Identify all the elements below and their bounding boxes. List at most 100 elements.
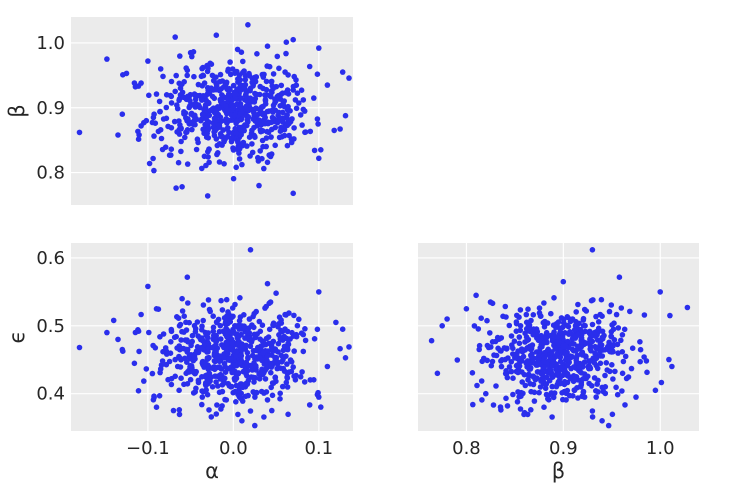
scatter-point xyxy=(300,97,307,103)
scatter-point xyxy=(236,156,243,162)
scatter-point xyxy=(277,396,283,402)
scatter-point xyxy=(564,314,571,321)
scatter-point xyxy=(184,369,191,375)
scatter-point xyxy=(658,379,665,386)
scatter-point xyxy=(296,316,302,323)
scatter-point xyxy=(232,125,238,132)
scatter-point xyxy=(261,414,267,420)
scatter-point xyxy=(212,128,218,134)
scatter-point xyxy=(560,278,567,285)
scatter-point xyxy=(278,352,285,359)
scatter-point xyxy=(569,316,576,322)
scatter-point xyxy=(257,127,264,133)
scatter-point xyxy=(279,383,286,390)
scatter-point xyxy=(552,345,559,352)
scatter-point xyxy=(235,138,241,145)
scatter-point xyxy=(598,296,605,303)
scatter-point xyxy=(595,319,602,325)
scatter-point xyxy=(219,403,225,409)
scatter-point xyxy=(281,98,288,104)
scatter-point xyxy=(291,348,298,354)
scatter-point xyxy=(599,313,605,320)
scatter-point xyxy=(261,112,267,119)
scatter-point xyxy=(227,59,233,65)
scatter-point xyxy=(277,390,284,397)
scatter-point xyxy=(119,111,126,117)
scatter-point xyxy=(297,112,304,118)
scatter-point xyxy=(123,70,130,77)
scatter-point xyxy=(508,359,515,365)
scatter-point xyxy=(540,340,547,347)
scatter-point xyxy=(135,388,142,394)
scatter-point xyxy=(487,330,493,336)
scatter-point xyxy=(570,348,577,354)
scatter-point xyxy=(314,71,321,77)
scatter-point xyxy=(314,116,321,122)
scatter-point xyxy=(145,58,151,64)
scatter-point xyxy=(249,337,255,343)
scatter-point xyxy=(237,359,243,366)
scatter-point xyxy=(199,65,205,72)
scatter-point xyxy=(205,65,211,72)
scatter-point xyxy=(541,300,547,306)
scatter-point xyxy=(235,370,242,376)
scatter-point xyxy=(178,148,184,155)
scatter-point xyxy=(212,358,218,365)
scatter-point xyxy=(280,347,287,354)
scatter-point xyxy=(269,114,276,121)
scatter-point xyxy=(275,324,281,330)
scatter-point xyxy=(571,364,577,370)
scatter-point xyxy=(439,323,446,329)
x-tick-label: 0.8 xyxy=(452,438,481,459)
scatter-point xyxy=(259,322,266,329)
scatter-point xyxy=(253,390,260,396)
scatter-point xyxy=(217,78,223,85)
scatter-point xyxy=(233,399,239,405)
scatter-point xyxy=(241,323,247,330)
scatter-point xyxy=(557,354,564,361)
scatter-point xyxy=(516,334,523,340)
scatter-point xyxy=(454,357,461,363)
scatter-point xyxy=(593,394,599,400)
scatter-point xyxy=(176,97,182,104)
scatter-point xyxy=(138,80,144,86)
scatter-point xyxy=(298,330,305,337)
scatter-point xyxy=(264,397,271,403)
scatter-point xyxy=(203,162,209,169)
scatter-point xyxy=(229,314,235,321)
scatter-point xyxy=(550,359,557,365)
scatter-point xyxy=(337,345,343,352)
scatter-point xyxy=(160,348,166,355)
scatter-point xyxy=(288,368,295,375)
scatter-point xyxy=(475,326,482,332)
scatter-point xyxy=(246,316,253,322)
scatter-point xyxy=(546,397,552,403)
scatter-point xyxy=(527,328,533,335)
scatter-point xyxy=(210,328,217,335)
scatter-point xyxy=(191,117,198,123)
scatter-point xyxy=(489,300,496,307)
scatter-point xyxy=(206,370,213,377)
scatter-point xyxy=(221,355,227,361)
scatter-point xyxy=(197,104,203,111)
scatter-point xyxy=(541,404,547,411)
scatter-point xyxy=(587,338,594,345)
scatter-point xyxy=(572,377,578,383)
scatter-point xyxy=(178,375,184,382)
scatter-point xyxy=(212,117,218,124)
scatter-point xyxy=(600,347,606,353)
scatter-point xyxy=(229,66,236,72)
scatter-point xyxy=(240,384,246,391)
scatter-point xyxy=(241,83,248,90)
scatter-point xyxy=(324,82,331,88)
scatter-point xyxy=(508,333,515,339)
scatter-point xyxy=(306,63,313,70)
scatter-point xyxy=(512,355,518,361)
scatter-point xyxy=(578,350,585,357)
scatter-point xyxy=(287,357,294,363)
scatter-point xyxy=(187,364,193,370)
scatter-point xyxy=(234,68,240,75)
scatter-point xyxy=(175,315,182,322)
scatter-point xyxy=(669,363,675,370)
